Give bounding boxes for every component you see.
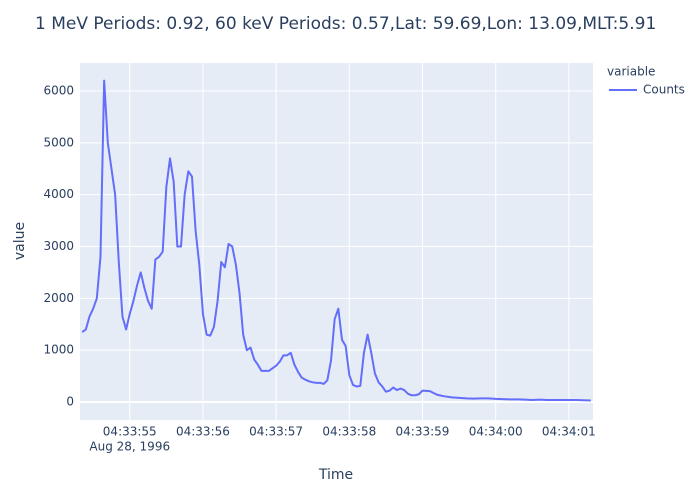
x-tick-label: 04:33:59 — [396, 425, 450, 439]
y-tick-label: 6000 — [43, 83, 74, 97]
x-tick-date: Aug 28, 1996 — [89, 440, 170, 454]
legend-label: Counts — [643, 83, 685, 97]
x-tick-label: 04:33:57 — [249, 425, 303, 439]
y-tick-label: 5000 — [43, 135, 74, 149]
x-tick-label: 04:34:01 — [542, 425, 596, 439]
plot-clip-group — [81, 79, 591, 402]
x-tick-label: 04:33:55 — [103, 425, 157, 439]
x-tick-label: 04:34:00 — [469, 425, 523, 439]
plot-area — [80, 63, 593, 420]
legend-title: variable — [607, 65, 655, 79]
y-axis-title: value — [12, 222, 28, 260]
x-tick-label: 04:33:58 — [322, 425, 376, 439]
y-tick-label: 3000 — [43, 239, 74, 253]
chart-title: 1 MeV Periods: 0.92, 60 keV Periods: 0.5… — [35, 14, 656, 34]
y-tick-label: 0 — [66, 395, 74, 409]
x-tick-label: 04:33:56 — [176, 425, 230, 439]
y-tick-label: 2000 — [43, 291, 74, 305]
x-axis-title: Time — [318, 467, 353, 483]
y-tick-label: 1000 — [43, 343, 74, 357]
line-series — [81, 79, 591, 402]
y-tick-label: 4000 — [43, 187, 74, 201]
